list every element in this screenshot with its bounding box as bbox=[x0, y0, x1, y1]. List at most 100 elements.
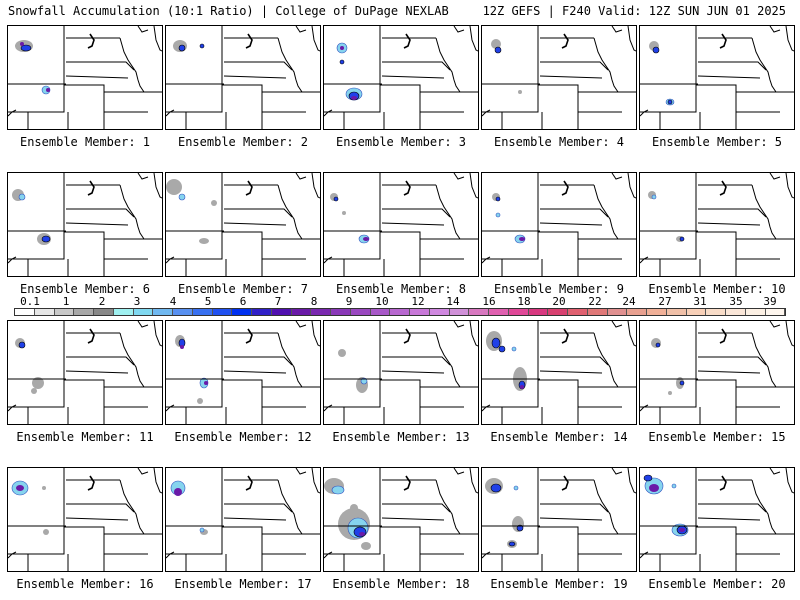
colorbar-segment bbox=[745, 309, 766, 315]
map-svg bbox=[166, 26, 320, 129]
map-svg bbox=[640, 173, 794, 276]
ensemble-map-10 bbox=[639, 172, 795, 277]
colorbar-tick-label: 31 bbox=[693, 295, 707, 308]
colorbar-tick-label: 1 bbox=[62, 295, 70, 308]
ensemble-map-9 bbox=[481, 172, 637, 277]
map-svg bbox=[640, 26, 794, 129]
colorbar-segment bbox=[548, 309, 568, 315]
colorbar-segment bbox=[587, 309, 608, 315]
colorbar-segment bbox=[271, 309, 292, 315]
ensemble-member-caption: Ensemble Member: 7 bbox=[177, 282, 309, 296]
ensemble-member-caption: Ensemble Member: 3 bbox=[335, 135, 467, 149]
ensemble-member-caption: Ensemble Member: 8 bbox=[335, 282, 467, 296]
colorbar-tick-label: 27 bbox=[658, 295, 672, 308]
map-svg bbox=[482, 173, 636, 276]
ensemble-map-4 bbox=[481, 25, 637, 130]
colorbar-tick-label: 39 bbox=[763, 295, 777, 308]
ensemble-map-1 bbox=[7, 25, 163, 130]
colorbar-segment bbox=[410, 309, 430, 315]
colorbar-segment bbox=[686, 309, 707, 315]
ensemble-map-5 bbox=[639, 25, 795, 130]
colorbar-segment bbox=[331, 309, 351, 315]
map-svg bbox=[166, 321, 320, 424]
colorbar-tick-label: 2 bbox=[98, 295, 106, 308]
colorbar-segment bbox=[74, 309, 94, 315]
colorbar-segment bbox=[508, 309, 529, 315]
ensemble-member-caption: Ensemble Member: 9 bbox=[493, 282, 625, 296]
colorbar-segment bbox=[252, 309, 272, 315]
colorbar-segment bbox=[153, 309, 173, 315]
colorbar-segment bbox=[133, 309, 154, 315]
colorbar-segment bbox=[627, 309, 647, 315]
map-svg bbox=[324, 321, 478, 424]
map-svg bbox=[324, 468, 478, 571]
colorbar-tick-label: 5 bbox=[204, 295, 212, 308]
ensemble-member-caption: Ensemble Member: 2 bbox=[177, 135, 309, 149]
colorbar-segment bbox=[94, 309, 114, 315]
ensemble-map-2 bbox=[165, 25, 321, 130]
map-svg bbox=[482, 468, 636, 571]
map-svg bbox=[640, 468, 794, 571]
map-svg bbox=[324, 173, 478, 276]
figure-header: Snowfall Accumulation (10:1 Ratio) | Col… bbox=[0, 0, 800, 22]
colorbar-tick-label: 16 bbox=[482, 295, 496, 308]
ensemble-member-caption: Ensemble Member: 19 bbox=[490, 577, 628, 591]
ensemble-map-3 bbox=[323, 25, 479, 130]
map-svg bbox=[8, 321, 162, 424]
ensemble-map-19 bbox=[481, 467, 637, 572]
colorbar-tick-label: 9 bbox=[345, 295, 353, 308]
ensemble-member-caption: Ensemble Member: 13 bbox=[332, 430, 470, 444]
map-svg bbox=[8, 173, 162, 276]
colorbar-segment bbox=[212, 309, 233, 315]
colorbar-tick-label: 35 bbox=[729, 295, 743, 308]
ensemble-member-caption: Ensemble Member: 16 bbox=[16, 577, 154, 591]
colorbar-segment bbox=[607, 309, 628, 315]
ensemble-member-caption: Ensemble Member: 15 bbox=[648, 430, 786, 444]
colorbar-segment bbox=[34, 309, 55, 315]
ensemble-map-20 bbox=[639, 467, 795, 572]
colorbar-tick-label: 12 bbox=[411, 295, 425, 308]
colorbar-tick-label: 10 bbox=[375, 295, 389, 308]
colorbar-tick-label: 4 bbox=[169, 295, 177, 308]
ensemble-member-caption: Ensemble Member: 11 bbox=[16, 430, 154, 444]
map-svg bbox=[640, 321, 794, 424]
ensemble-member-caption: Ensemble Member: 1 bbox=[19, 135, 151, 149]
ensemble-map-11 bbox=[7, 320, 163, 425]
colorbar-segment bbox=[568, 309, 588, 315]
ensemble-member-caption: Ensemble Member: 4 bbox=[493, 135, 625, 149]
colorbar-segment bbox=[449, 309, 470, 315]
colorbar-segment bbox=[173, 309, 193, 315]
colorbar-segment bbox=[489, 309, 509, 315]
colorbar-segment bbox=[350, 309, 371, 315]
ensemble-map-17 bbox=[165, 467, 321, 572]
colorbar-tick-label: 18 bbox=[517, 295, 531, 308]
colorbar-tick-label: 3 bbox=[133, 295, 141, 308]
map-svg bbox=[166, 468, 320, 571]
ensemble-member-caption: Ensemble Member: 6 bbox=[19, 282, 151, 296]
colorbar-segment bbox=[311, 309, 331, 315]
ensemble-member-caption: Ensemble Member: 17 bbox=[174, 577, 312, 591]
ensemble-map-18 bbox=[323, 467, 479, 572]
colorbar-segment bbox=[291, 309, 312, 315]
colorbar-segment bbox=[726, 309, 746, 315]
colorbar-segment bbox=[647, 309, 667, 315]
colorbar-segment bbox=[706, 309, 726, 315]
colorbar-segment bbox=[469, 309, 489, 315]
map-svg bbox=[482, 321, 636, 424]
map-svg bbox=[166, 173, 320, 276]
ensemble-member-caption: Ensemble Member: 18 bbox=[332, 577, 470, 591]
colorbar-tick-label: 24 bbox=[622, 295, 636, 308]
product-title: Snowfall Accumulation (10:1 Ratio) | Col… bbox=[8, 4, 449, 18]
colorbar-segment bbox=[15, 309, 35, 315]
ensemble-member-caption: Ensemble Member: 20 bbox=[648, 577, 786, 591]
ensemble-map-12 bbox=[165, 320, 321, 425]
ensemble-member-caption: Ensemble Member: 14 bbox=[490, 430, 628, 444]
ensemble-map-15 bbox=[639, 320, 795, 425]
ensemble-member-caption: Ensemble Member: 12 bbox=[174, 430, 312, 444]
colorbar-segment bbox=[765, 309, 786, 315]
map-svg bbox=[8, 26, 162, 129]
ensemble-map-7 bbox=[165, 172, 321, 277]
colorbar-segment bbox=[232, 309, 252, 315]
map-svg bbox=[8, 468, 162, 571]
colorbar-segment bbox=[666, 309, 687, 315]
